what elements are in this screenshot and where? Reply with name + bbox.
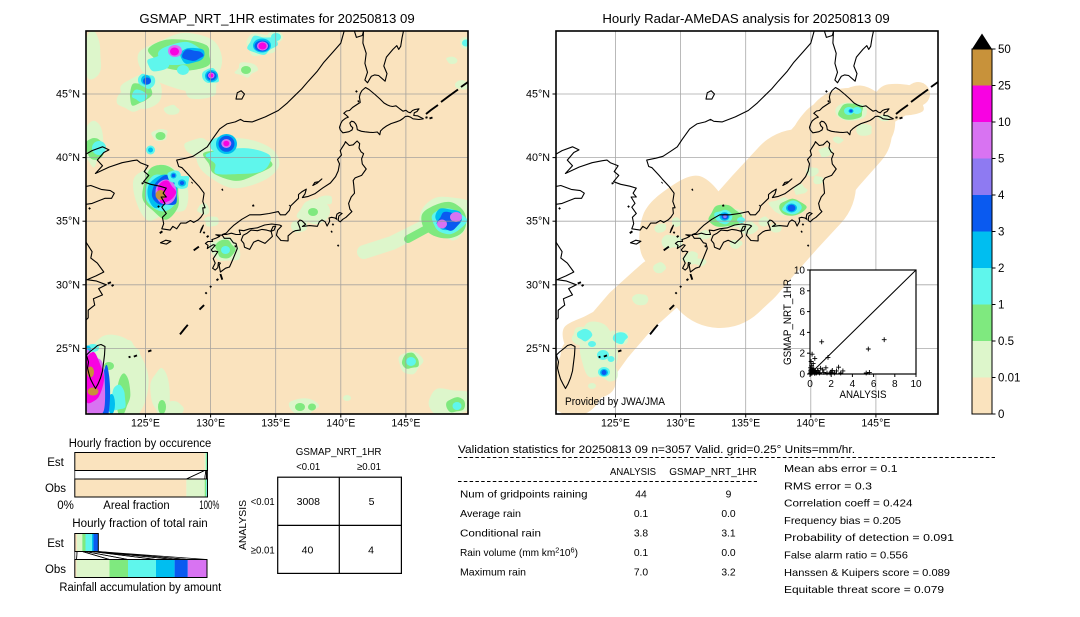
svg-text:Probability of detection = 0.: Probability of detection = 0.091 <box>784 533 954 544</box>
svg-text:Hourly fraction by occurence: Hourly fraction by occurence <box>69 438 212 450</box>
svg-text:0.01: 0.01 <box>998 373 1020 385</box>
svg-text:1: 1 <box>998 300 1004 312</box>
svg-text:0.5: 0.5 <box>998 336 1014 348</box>
svg-text:Frequency bias = 0.205: Frequency bias = 0.205 <box>784 516 901 527</box>
svg-text:130°E: 130°E <box>196 418 225 430</box>
svg-text:3.1: 3.1 <box>721 529 736 540</box>
svg-text:135°E: 135°E <box>731 418 760 430</box>
svg-text:45°N: 45°N <box>526 89 550 101</box>
svg-text:0%: 0% <box>57 500 74 512</box>
svg-text:8: 8 <box>892 379 898 390</box>
svg-text:Correlation coeff = 0.424: Correlation coeff = 0.424 <box>784 499 913 510</box>
svg-text:125°E: 125°E <box>601 418 630 430</box>
svg-text:10: 10 <box>998 117 1011 129</box>
svg-text:4: 4 <box>799 328 805 339</box>
svg-text:<0.01: <0.01 <box>251 496 275 508</box>
svg-text:4: 4 <box>998 190 1005 202</box>
svg-text:9: 9 <box>726 490 732 501</box>
svg-text:Obs: Obs <box>45 564 66 576</box>
svg-text:135°E: 135°E <box>261 418 290 430</box>
svg-text:Provided by JWA/JMA: Provided by JWA/JMA <box>565 396 666 408</box>
svg-text:GSMAP_NRT_1HR: GSMAP_NRT_1HR <box>669 467 756 478</box>
svg-text:Hourly Radar-AMeDAS analysis f: Hourly Radar-AMeDAS analysis for 2025081… <box>602 11 889 26</box>
svg-text:10: 10 <box>794 266 806 277</box>
svg-text:3.2: 3.2 <box>721 568 736 579</box>
svg-text:40: 40 <box>302 545 314 557</box>
svg-text:False alarm ratio = 0.556: False alarm ratio = 0.556 <box>784 551 908 562</box>
svg-text:8: 8 <box>799 286 805 297</box>
svg-text:≥0.01: ≥0.01 <box>251 545 275 557</box>
svg-text:40°N: 40°N <box>56 152 80 164</box>
svg-text:5: 5 <box>998 154 1004 166</box>
svg-text:30°N: 30°N <box>526 279 550 291</box>
svg-text:0.0: 0.0 <box>721 509 736 520</box>
svg-text:Hourly fraction of total rain: Hourly fraction of total rain <box>72 518 208 530</box>
svg-text:ANALYSIS: ANALYSIS <box>610 467 656 478</box>
svg-text:25°N: 25°N <box>56 343 80 355</box>
svg-text:25: 25 <box>998 81 1011 93</box>
svg-text:44: 44 <box>635 490 647 501</box>
svg-text:0.1: 0.1 <box>634 509 649 520</box>
svg-text:0: 0 <box>799 370 805 381</box>
svg-text:0: 0 <box>807 379 813 390</box>
svg-text:Average rain: Average rain <box>460 509 521 520</box>
svg-text:Est: Est <box>47 457 64 469</box>
svg-text:2: 2 <box>828 379 834 390</box>
svg-text:3008: 3008 <box>297 496 321 508</box>
svg-text:3: 3 <box>998 227 1004 239</box>
svg-text:4: 4 <box>368 545 374 557</box>
svg-text:Obs: Obs <box>45 483 66 495</box>
svg-text:2: 2 <box>998 263 1004 275</box>
svg-text:3.8: 3.8 <box>634 529 649 540</box>
svg-text:Equitable threat score = 0.07: Equitable threat score = 0.079 <box>784 585 944 596</box>
svg-text:RMS error = 0.3: RMS error = 0.3 <box>784 481 872 492</box>
svg-text:Hanssen & Kuipers score = 0.0: Hanssen & Kuipers score = 0.089 <box>784 568 950 579</box>
svg-text:Rainfall accumulation by amoun: Rainfall accumulation by amount <box>59 582 222 594</box>
svg-text:0.1: 0.1 <box>634 548 649 559</box>
svg-text:Num of gridpoints raining: Num of gridpoints raining <box>460 490 588 501</box>
svg-text:Conditional rain: Conditional rain <box>460 529 541 540</box>
svg-text:45°N: 45°N <box>56 89 80 101</box>
svg-text:10: 10 <box>910 379 922 390</box>
svg-text:Maximum rain: Maximum rain <box>460 568 526 579</box>
svg-text:GSMAP_NRT_1HR estimates for 20: GSMAP_NRT_1HR estimates for 20250813 09 <box>139 11 414 26</box>
svg-text:145°E: 145°E <box>391 418 420 430</box>
svg-text:140°E: 140°E <box>796 418 825 430</box>
svg-text:50: 50 <box>998 44 1011 56</box>
svg-text:7.0: 7.0 <box>634 568 649 579</box>
svg-text:30°N: 30°N <box>56 279 80 291</box>
svg-text:ANALYSIS: ANALYSIS <box>237 500 249 550</box>
svg-text:5: 5 <box>369 496 375 508</box>
svg-text:0: 0 <box>998 409 1004 421</box>
svg-text:145°E: 145°E <box>861 418 890 430</box>
svg-text:35°N: 35°N <box>56 216 80 228</box>
svg-text:ANALYSIS: ANALYSIS <box>840 389 887 401</box>
svg-text:Validation statistics for 2025: Validation statistics for 20250813 09 n=… <box>458 444 855 456</box>
svg-text:<0.01: <0.01 <box>296 461 320 473</box>
svg-text:Areal fraction: Areal fraction <box>103 500 169 512</box>
svg-text:2: 2 <box>799 349 805 360</box>
svg-text:Mean abs error = 0.1: Mean abs error = 0.1 <box>784 464 898 475</box>
svg-text:≥0.01: ≥0.01 <box>357 461 381 473</box>
svg-text:Est: Est <box>47 538 64 550</box>
svg-text:GSMAP_NRT_1HR: GSMAP_NRT_1HR <box>296 446 382 458</box>
svg-text:25°N: 25°N <box>526 343 550 355</box>
svg-text:GSMAP_NRT_1HR: GSMAP_NRT_1HR <box>782 279 794 365</box>
svg-text:130°E: 130°E <box>666 418 695 430</box>
svg-text:Rain volume (mm km2106): Rain volume (mm km2106) <box>460 546 578 560</box>
svg-text:40°N: 40°N <box>526 152 550 164</box>
svg-text:0.0: 0.0 <box>721 548 736 559</box>
svg-text:35°N: 35°N <box>526 216 550 228</box>
svg-text:125°E: 125°E <box>131 418 160 430</box>
svg-text:140°E: 140°E <box>326 418 355 430</box>
svg-text:100%: 100% <box>199 500 219 512</box>
svg-text:6: 6 <box>799 307 805 318</box>
